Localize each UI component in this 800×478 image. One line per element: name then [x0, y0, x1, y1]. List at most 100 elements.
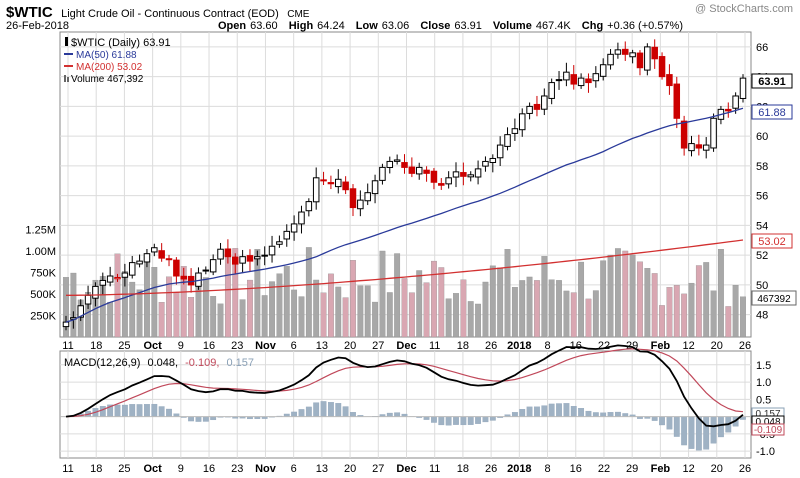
legend-main: $WTIC (Daily) 63.91 [71, 37, 171, 49]
candle-body [276, 241, 283, 245]
ma200-badge [751, 233, 793, 249]
candle-body [357, 199, 364, 210]
macd-histogram-bar [718, 416, 724, 438]
volume-bar [291, 289, 298, 338]
date-label: 25 [118, 340, 130, 352]
ma50-badge [751, 104, 793, 120]
date-label: Dec [396, 340, 416, 352]
macd-histogram-bar [342, 406, 349, 417]
date-label: 11 [62, 463, 73, 475]
date-label: 2018 [507, 463, 531, 475]
ohlc-summary: Open 63.60 High 64.24 Low 63.06 Close 63.91 … [218, 20, 683, 32]
date-label: 23 [231, 463, 243, 475]
macd-histogram-bar [519, 409, 526, 417]
volume-bar [526, 276, 533, 338]
volume-bar [423, 282, 430, 338]
candle-body [180, 275, 187, 280]
price-tick-label: 66 [756, 42, 768, 54]
date-label: 18 [90, 463, 102, 475]
candle-body [688, 143, 695, 152]
macd-histogram-bar [489, 416, 496, 421]
signal-badge [751, 423, 785, 436]
date-label: 16 [570, 463, 582, 475]
macd-histogram-bar [328, 402, 334, 417]
candle-body [408, 166, 416, 174]
candle-body [644, 46, 651, 71]
volume-bar [232, 248, 239, 338]
macd-histogram-bar [614, 411, 621, 417]
date-label: 8 [544, 463, 550, 475]
macd-histogram-bar [195, 416, 202, 422]
macd-histogram-bar [659, 416, 665, 426]
svg-text:53.02: 53.02 [758, 236, 786, 248]
date-axis-bottom: 11 18 25 Oct 9 16 23 Nov 6 13 20 27 Dec 11 18 26 2018 8 16… [62, 463, 751, 475]
macd-histogram-bar [467, 416, 474, 425]
volume-bar [202, 277, 209, 338]
candle-body [386, 160, 394, 168]
volume-bar [460, 279, 467, 338]
candle-body [739, 77, 747, 99]
candle-body [335, 178, 342, 188]
candle-body [371, 180, 379, 195]
date-label: 8 [544, 340, 550, 352]
volume-bar [328, 273, 334, 338]
candle-body [673, 83, 681, 119]
candle-body [298, 211, 305, 225]
volume-bar [681, 293, 688, 338]
volume-bar [504, 249, 511, 338]
instrument-name: Light Crude Oil - Continuous Contract (E… [61, 8, 279, 20]
macd-tick-label: 1.5 [756, 360, 771, 372]
macd-histogram-bar [166, 408, 172, 417]
volume-bar [497, 267, 504, 338]
volume-bar [651, 273, 658, 338]
macd-histogram-bar [121, 404, 128, 417]
volume-tick-label: 750K [30, 267, 56, 279]
date-label: 9 [178, 340, 184, 352]
macd-histogram-bar [460, 416, 467, 426]
candle-body [548, 82, 555, 99]
volume-tick-label: 1.25M [25, 224, 56, 236]
date-label: 11 [62, 340, 73, 352]
macd-histogram-bar [144, 404, 150, 417]
candle-body [202, 269, 210, 272]
date-label: 20 [711, 463, 723, 475]
candle-body [246, 255, 254, 262]
candle-body [636, 52, 644, 69]
volume-tick-label: 1.00M [25, 246, 56, 258]
volume-bar [283, 266, 290, 338]
volume-bar [718, 249, 724, 338]
date-label: 27 [372, 340, 384, 352]
candle-body [312, 177, 320, 203]
exchange: CME [287, 9, 310, 20]
volume-bar [467, 301, 474, 338]
volume-bar [453, 293, 459, 338]
candle-body [77, 305, 84, 318]
date-label: Feb [651, 340, 671, 352]
candle-body [136, 260, 143, 265]
volume-bar [386, 292, 393, 338]
macd-histogram-bar [585, 410, 592, 417]
volume-bar [166, 276, 172, 338]
date-label: 16 [203, 340, 215, 352]
macd-histogram-bar [151, 403, 158, 417]
macd-histogram-bar [526, 406, 533, 417]
watermark: @ StockCharts.com [695, 3, 793, 15]
price-tick-label: 54 [756, 220, 768, 232]
date-label: 29 [626, 463, 638, 475]
macd-histogram-bar [607, 412, 614, 417]
macd-histogram-bar [99, 406, 106, 417]
ma50-line [65, 107, 744, 323]
date-label: 20 [344, 340, 356, 352]
date-label: 22 [598, 463, 610, 475]
date-label: 6 [291, 340, 297, 352]
macd-histogram-bar [578, 408, 585, 417]
candle-body [327, 182, 335, 185]
macd-histogram-bar [534, 406, 540, 417]
volume-bar [129, 281, 136, 338]
candle-body [423, 169, 430, 174]
candle-body [651, 46, 658, 60]
signal-line [65, 348, 744, 418]
candle-body [614, 49, 622, 55]
volume-bar [534, 280, 540, 338]
date-label: 16 [570, 340, 582, 352]
